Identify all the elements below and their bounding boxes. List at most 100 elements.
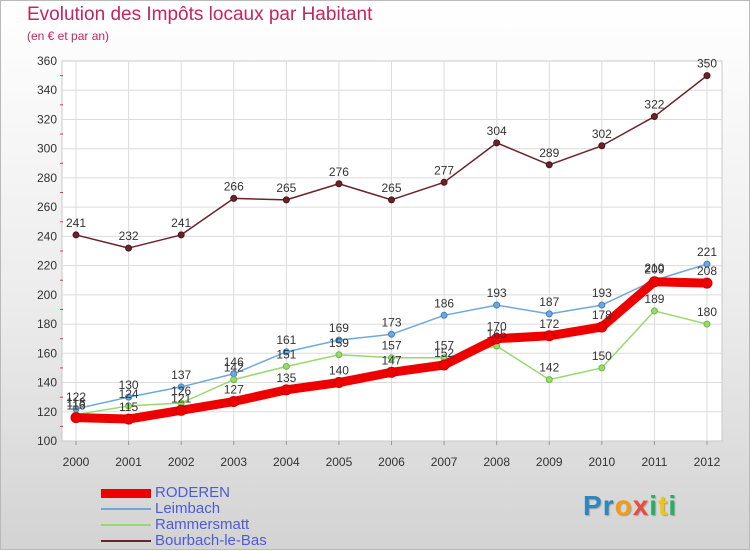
data-label-leimbach: 193	[487, 286, 507, 300]
series-layer	[70, 72, 713, 425]
data-label-bourbach-le-bas: 277	[434, 163, 454, 177]
data-label-leimbach: 221	[697, 245, 717, 259]
data-point-leimbach	[282, 348, 290, 356]
y-axis: 100 120 140 160 180 200 220 240 260 280 300 320 340 3…	[37, 54, 63, 448]
data-point-bourbach-le-bas	[125, 244, 133, 252]
data-label-bourbach-le-bas: 241	[171, 216, 191, 230]
x-tick-label: 2004	[273, 455, 300, 469]
data-label-leimbach: 130	[119, 378, 139, 392]
y-tick-label: 280	[37, 171, 57, 185]
y-tick-label: 340	[37, 83, 57, 97]
x-tick-label: 2002	[168, 455, 195, 469]
data-point-leimbach	[388, 330, 395, 338]
data-point-roderen	[175, 404, 187, 416]
data-point-rammersmatt	[125, 402, 133, 410]
data-point-roderen	[701, 277, 713, 289]
data-label-leimbach: 161	[276, 333, 296, 347]
x-tick-label: 2010	[588, 455, 615, 469]
data-label-roderen: 208	[697, 264, 717, 278]
data-label-rammersmatt: 142	[539, 361, 559, 375]
x-axis: 2000 2001 2002 2003 2004 2005 2006 2007 2008 2009…	[63, 441, 721, 469]
data-point-bourbach-le-bas	[230, 194, 238, 202]
data-point-leimbach	[493, 301, 501, 309]
y-tick-label: 320	[37, 112, 57, 126]
data-label-leimbach: 193	[592, 286, 612, 300]
data-point-bourbach-le-bas	[493, 139, 501, 147]
chart-subtitle: (en € et par an)	[27, 29, 110, 43]
data-label-leimbach: 173	[381, 315, 401, 329]
data-label-bourbach-le-bas: 302	[592, 127, 612, 141]
data-point-leimbach	[703, 260, 711, 268]
data-point-roderen	[543, 330, 555, 342]
data-point-leimbach	[440, 311, 448, 319]
data-point-roderen	[333, 377, 345, 389]
data-label-roderen: 115	[119, 400, 138, 414]
data-label-bourbach-le-bas: 289	[539, 146, 559, 160]
data-point-roderen	[70, 412, 82, 424]
data-label-bourbach-le-bas: 265	[276, 181, 296, 195]
data-point-leimbach	[177, 383, 185, 391]
legend-swatch	[101, 540, 151, 542]
legend-swatch	[101, 488, 151, 498]
data-label-bourbach-le-bas: 276	[329, 165, 349, 179]
data-label-roderen: 178	[592, 308, 612, 322]
data-label-leimbach: 146	[224, 355, 244, 369]
data-point-rammersmatt	[388, 354, 395, 362]
logo-letter: o	[614, 490, 633, 521]
data-point-roderen	[386, 366, 397, 378]
data-labels: 116 115 121 127 135 140 147 152 170 172 178 209 208 1…	[66, 57, 717, 414]
data-point-bourbach-le-bas	[335, 180, 343, 188]
legend-item-roderen: RODEREN	[101, 485, 351, 501]
data-label-leimbach: 210	[644, 261, 664, 275]
data-label-roderen: 135	[276, 371, 296, 385]
legend-item-bourbach-le-bas: Bourbach-le-Bas	[101, 533, 351, 549]
y-tick-label: 180	[37, 317, 57, 331]
data-label-bourbach-le-bas: 322	[644, 98, 664, 112]
data-label-rammersmatt: 151	[276, 347, 296, 361]
logo-letter: i	[668, 490, 678, 521]
data-point-bourbach-le-bas	[440, 178, 448, 186]
data-point-leimbach	[335, 336, 343, 344]
legend-swatch	[101, 524, 151, 526]
logo-letter: i	[649, 490, 659, 521]
data-label-roderen: 152	[434, 346, 454, 360]
data-point-rammersmatt	[282, 362, 290, 370]
legend-swatch	[101, 508, 151, 510]
legend-label: RODEREN	[155, 484, 231, 501]
data-point-roderen	[228, 396, 240, 408]
y-tick-label: 300	[37, 142, 57, 156]
x-tick-label: 2008	[483, 455, 510, 469]
data-point-leimbach	[125, 393, 133, 401]
data-label-leimbach: 186	[434, 296, 454, 310]
x-tick-label: 2012	[694, 455, 721, 469]
data-label-roderen: 140	[329, 364, 349, 378]
y-tick-label: 120	[37, 405, 57, 419]
data-label-leimbach: 169	[329, 321, 349, 335]
data-label-roderen: 116	[66, 399, 85, 413]
data-label-rammersmatt: 157	[434, 339, 454, 353]
data-point-roderen	[280, 384, 292, 396]
data-point-bourbach-le-bas	[650, 113, 658, 121]
x-tick-label: 2006	[378, 455, 405, 469]
data-label-leimbach: 137	[171, 368, 191, 382]
x-tick-label: 2001	[115, 455, 142, 469]
x-tick-label: 2005	[326, 455, 353, 469]
data-label-rammersmatt: 180	[697, 305, 717, 319]
data-label-roderen: 127	[224, 383, 244, 397]
data-label-bourbach-le-bas: 265	[381, 181, 401, 195]
data-label-rammersmatt: 189	[644, 292, 664, 306]
logo-letter: t	[658, 490, 669, 521]
data-point-bourbach-le-bas	[388, 196, 395, 204]
data-label-rammersmatt: 142	[224, 361, 244, 375]
data-label-rammersmatt: 157	[381, 339, 401, 353]
data-point-roderen	[438, 359, 450, 371]
data-point-bourbach-le-bas	[598, 142, 606, 150]
data-point-leimbach	[598, 301, 606, 309]
data-label-bourbach-le-bas: 266	[224, 179, 244, 193]
x-tick-label: 2007	[431, 455, 458, 469]
x-tick-label: 2000	[63, 455, 90, 469]
data-point-rammersmatt	[598, 364, 606, 372]
y-tick-label: 240	[37, 229, 57, 243]
data-label-bourbach-le-bas: 350	[697, 57, 717, 71]
